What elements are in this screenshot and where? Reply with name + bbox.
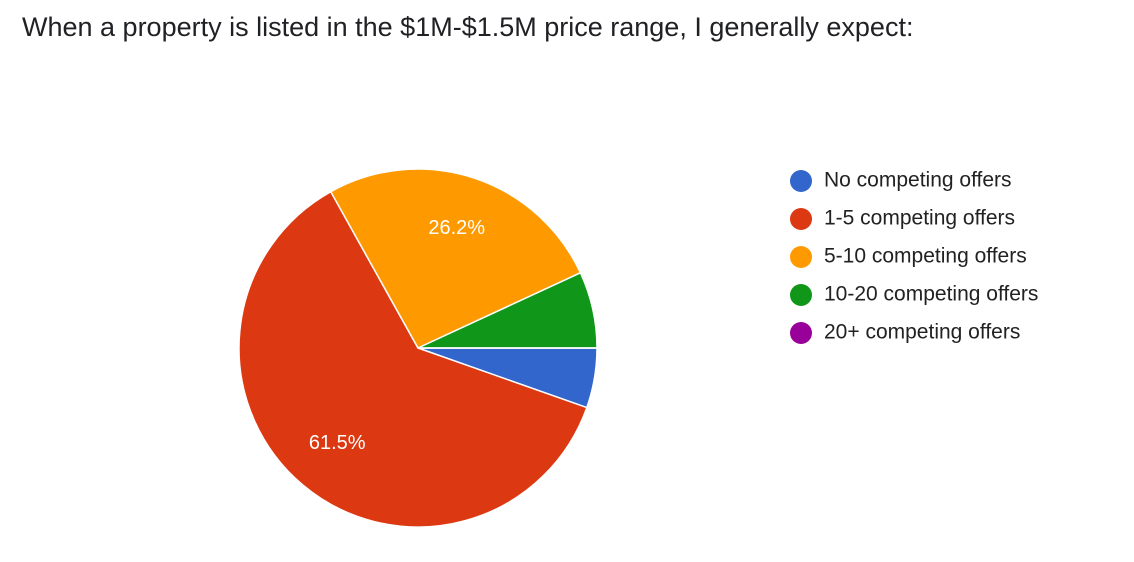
legend-label: 10-20 competing offers bbox=[824, 283, 1038, 306]
legend-swatch bbox=[790, 322, 812, 344]
chart-title: When a property is listed in the $1M-$1.… bbox=[22, 12, 913, 42]
pie-slice bbox=[329, 168, 582, 349]
legend-swatch bbox=[790, 246, 812, 268]
legend-label: 1-5 competing offers bbox=[824, 207, 1015, 230]
legend-swatch bbox=[790, 170, 812, 192]
pie-slice bbox=[238, 190, 588, 528]
legend-label: 20+ competing offers bbox=[824, 321, 1020, 344]
legend-swatch bbox=[790, 208, 812, 230]
legend-label: 5-10 competing offers bbox=[824, 245, 1027, 268]
data-label: 26.2% bbox=[428, 217, 485, 239]
legend-label: No competing offers bbox=[824, 169, 1012, 192]
data-label: 61.5% bbox=[309, 432, 366, 454]
legend-swatch bbox=[790, 284, 812, 306]
